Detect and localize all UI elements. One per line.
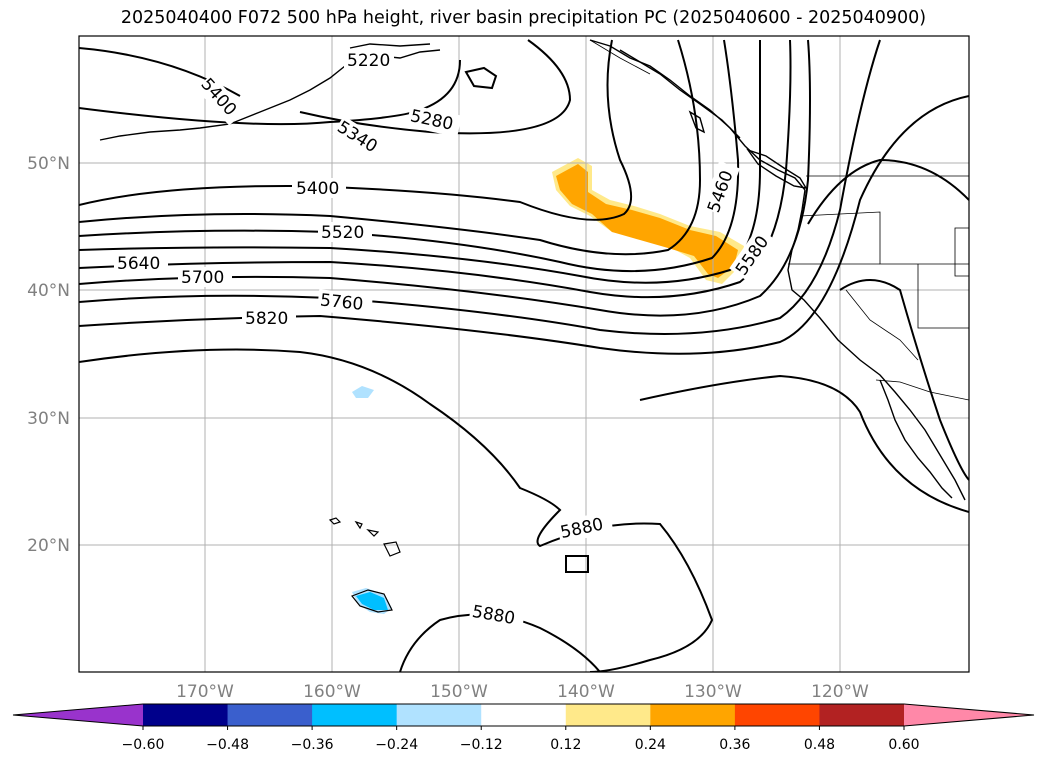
contour-label-5220: 5220 <box>347 51 390 71</box>
map-area: 5220 5280 5340 5400 5400 5460 5520 5580 … <box>79 36 969 672</box>
colorbar-bin <box>734 704 820 726</box>
contour-label-5820: 5820 <box>245 309 288 329</box>
colorbar: −0.60 −0.48 −0.36 −0.24 −0.12 0.12 0.24 0.36 0.4… <box>12 703 1035 753</box>
colorbar-bin <box>650 704 736 726</box>
contour-label-5700: 5700 <box>181 268 224 288</box>
colorbar-bin <box>312 704 398 726</box>
lon-label-130w: 130°W <box>684 682 742 702</box>
colorbar-bin <box>227 704 313 726</box>
colorbar-bin <box>396 704 482 726</box>
contour-label-5520: 5520 <box>321 223 364 243</box>
lat-label-50n: 50°N <box>27 154 70 174</box>
latitude-labels: 50°N 40°N 30°N 20°N <box>27 154 70 556</box>
colorbar-tick-label: 0.48 <box>804 737 835 753</box>
contour-label-5400: 5400 <box>296 179 339 199</box>
colorbar-tick-label: 0.36 <box>719 737 750 753</box>
colorbar-tick-label: 0.12 <box>550 737 581 753</box>
colorbar-tick-label: −0.12 <box>460 737 503 753</box>
lon-label-150w: 150°W <box>430 682 488 702</box>
colorbar-bin <box>819 704 905 726</box>
colorbar-tick-label: −0.48 <box>206 737 249 753</box>
colorbar-bin <box>143 704 229 726</box>
colorbar-tick-label: −0.60 <box>122 737 165 753</box>
lon-label-170w: 170°W <box>176 682 234 702</box>
precip-positive-shading <box>552 158 744 284</box>
longitude-labels: 170°W 160°W 150°W 140°W 130°W 120°W <box>176 682 869 702</box>
lat-label-20n: 20°N <box>27 536 70 556</box>
height-contours <box>79 39 969 672</box>
contour-label-5760: 5760 <box>319 290 364 314</box>
colorbar-high-extend <box>904 704 1034 726</box>
lon-label-160w: 160°W <box>303 682 361 702</box>
contour-label-5640: 5640 <box>117 254 160 274</box>
gridlines <box>79 36 969 672</box>
colorbar-low-extend <box>13 704 143 726</box>
colorbar-bin <box>565 704 651 726</box>
lon-label-120w: 120°W <box>811 682 869 702</box>
colorbar-tick-label: 0.24 <box>635 737 666 753</box>
precip-negative-shading <box>352 386 392 614</box>
hawaiian-islands <box>328 517 401 613</box>
colorbar-tick-label: −0.24 <box>375 737 418 753</box>
lon-label-140w: 140°W <box>557 682 615 702</box>
figure-title: 2025040400 F072 500 hPa height, river ba… <box>120 8 927 28</box>
map-frame <box>78 35 970 673</box>
colorbar-tick-label: −0.36 <box>291 737 334 753</box>
lat-label-40n: 40°N <box>27 281 70 301</box>
colorbar-bin <box>481 704 567 726</box>
colorbar-tick-label: 0.60 <box>888 737 919 753</box>
lat-label-30n: 30°N <box>27 409 70 429</box>
